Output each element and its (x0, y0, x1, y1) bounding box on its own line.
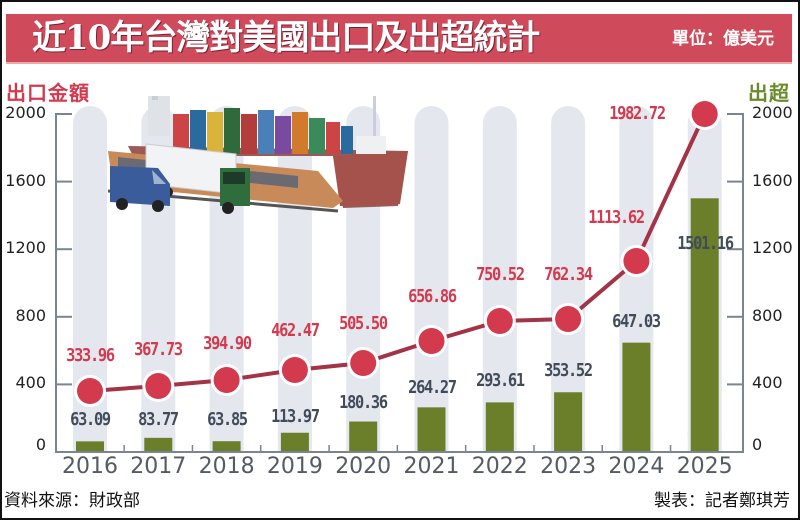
export-value-label: 656.86 (407, 286, 457, 307)
export-dot (77, 378, 103, 404)
year-label: 2016 (62, 454, 118, 479)
right-tick-label: 800 (752, 305, 783, 325)
year-label: 2017 (130, 454, 187, 479)
surplus-bar (554, 392, 583, 452)
left-tick-label: 800 (15, 305, 46, 325)
export-value-label: 1982.72 (608, 103, 666, 124)
year-label: 2020 (335, 454, 392, 479)
year-label: 2023 (540, 454, 597, 479)
surplus-value-label: 1501.16 (676, 233, 734, 254)
left-axis-title: 出口金額 (6, 81, 90, 105)
left-tick-label: 2000 (5, 103, 46, 122)
surplus-value-label: 113.97 (271, 406, 320, 427)
surplus-bar (212, 441, 241, 452)
export-dot (691, 101, 718, 127)
surplus-bar (690, 198, 719, 452)
year-label: 2024 (608, 454, 665, 479)
left-tick-label: 1200 (5, 238, 46, 258)
left-tick-label: 1600 (5, 170, 46, 190)
transport-illustration (108, 96, 408, 214)
left-tick-label: 400 (15, 373, 46, 393)
export-line (89, 113, 707, 393)
right-tick-label: 0 (752, 435, 763, 454)
bar-track (414, 106, 449, 452)
right-axis-title: 出超 (748, 81, 790, 105)
surplus-value-label: 83.77 (138, 409, 179, 430)
export-value-label: 505.50 (339, 313, 388, 334)
right-tick-label: 1600 (752, 170, 793, 190)
export-dot (213, 367, 240, 393)
bar-track (482, 106, 517, 452)
left-tick-label: 0 (35, 435, 46, 454)
surplus-bar (417, 407, 446, 452)
van-icon (110, 166, 170, 212)
surplus-bar (76, 441, 104, 452)
title-bar: 近10年台灣對美國出口及出超統計 單位：億美元 (6, 14, 792, 64)
right-tick-label: 400 (752, 373, 783, 393)
export-dot (418, 328, 445, 354)
year-label: 2022 (471, 454, 528, 479)
bar-track (73, 106, 107, 452)
export-value-label: 333.96 (66, 345, 115, 366)
surplus-bar (280, 432, 309, 452)
export-value-label: 750.52 (475, 264, 525, 285)
container-ship-icon (128, 96, 408, 208)
surplus-bar (349, 421, 378, 452)
export-value-label: 394.90 (202, 333, 252, 354)
surplus-value-label: 180.36 (339, 392, 388, 413)
export-value-label: 462.47 (271, 320, 320, 341)
export-value-label: 762.34 (544, 264, 593, 285)
year-label: 2018 (198, 454, 255, 479)
bar-track (551, 106, 586, 452)
axis-frame (55, 113, 744, 453)
credit-note: 製表：記者鄭琪芳 (654, 491, 790, 511)
right-tick-label: 2000 (752, 103, 793, 122)
unit-label: 單位：億美元 (672, 29, 774, 49)
chart-title: 近10年台灣對美國出口及出超統計 (32, 18, 540, 58)
year-label: 2025 (676, 454, 733, 479)
surplus-bar (144, 437, 173, 452)
surplus-value-label: 647.03 (612, 311, 662, 332)
source-note: 資料來源：財政部 (4, 491, 140, 511)
surplus-value-label: 63.09 (70, 409, 111, 430)
year-label: 2021 (403, 454, 460, 479)
surplus-value-label: 264.27 (407, 377, 457, 398)
surplus-value-label: 353.52 (544, 360, 593, 381)
right-tick-label: 1200 (752, 238, 793, 258)
export-dot (281, 357, 308, 383)
surplus-bar (485, 402, 514, 452)
surplus-value-label: 63.85 (206, 409, 248, 430)
export-dot (486, 308, 513, 334)
export-dot (350, 350, 377, 376)
truck-icon (145, 143, 250, 214)
export-value-label: 367.73 (134, 339, 183, 360)
surplus-bar (622, 342, 651, 452)
year-label: 2019 (266, 454, 323, 479)
export-dot (623, 248, 650, 274)
export-value-label: 1113.62 (588, 207, 646, 228)
surplus-value-label: 293.61 (475, 370, 525, 391)
export-dot (555, 306, 582, 332)
export-dot (145, 373, 172, 399)
